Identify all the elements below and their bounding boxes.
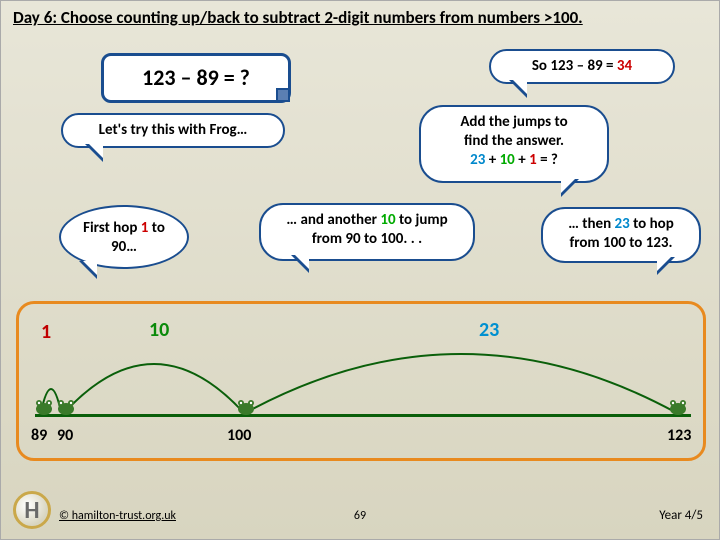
bubble-add-jumps: Add the jumps to find the answer. 23 + 1… [419,105,609,183]
mid-n: 10 [380,211,395,229]
then-pre: … then [568,215,614,233]
logo-icon: H [13,491,51,529]
bubble-another-ten: … and another 10 to jump from 90 to 100.… [259,203,475,261]
frog-icon [235,398,257,416]
speech-tail-icon [85,144,103,162]
copyright-link[interactable]: © hamilton-trust.org.uk [59,509,176,523]
speech-tail-icon [291,255,309,273]
bubble-first-hop: First hop 1 to 90… [59,205,189,269]
tick-123: 123 [667,426,691,445]
try-text: Let's try this with Frog… [99,121,248,139]
slide: Day 6: Choose counting up/back to subtra… [0,0,720,540]
add-c: 1 [529,151,537,169]
jump-label-1: 1 [41,320,51,344]
jump-arc-2 [59,346,249,418]
add-q: = ? [537,151,558,169]
add-line2: find the answer. [464,132,564,150]
bubble-answer: So 123 – 89 = 34 [489,49,675,84]
answer-value: 34 [617,57,632,75]
equation-text: 123 – 89 = ? [142,64,250,91]
tick-89: 89 [31,426,47,445]
equation-box: 123 – 89 = ? [101,53,291,103]
speech-tail-icon [561,179,579,197]
speech-tail-icon [79,261,97,279]
numberline-panel: 1 10 23 89 90 100 123 [16,301,706,461]
add-a: 23 [470,151,485,169]
number-line [35,414,691,417]
frog-icon [33,398,55,416]
speech-tail-icon [657,257,675,275]
bubble-try: Let's try this with Frog… [61,113,285,148]
slide-title: Day 6: Choose counting up/back to subtra… [13,7,583,28]
add-b: 10 [500,151,515,169]
frog-icon [667,398,689,416]
add-p1: + [485,151,499,169]
bubble-then: … then 23 to hop from 100 to 123. [541,207,701,263]
logo-letter: H [24,496,39,525]
add-p2: + [515,151,529,169]
resize-handle-icon [276,88,290,102]
then-n: 23 [615,215,630,233]
jump-arc-3 [241,336,681,418]
answer-prefix: So 123 – 89 = [532,57,617,75]
page-number: 69 [354,509,366,523]
mid-pre: … and another [286,211,380,229]
tick-90: 90 [57,426,73,445]
jump-label-2: 10 [149,318,169,342]
year-label: Year 4/5 [659,508,703,523]
add-line1: Add the jumps to [460,113,567,131]
frog-icon [55,398,77,416]
tick-100: 100 [227,426,251,445]
speech-tail-icon [509,80,527,98]
first-pre: First hop [83,219,141,237]
